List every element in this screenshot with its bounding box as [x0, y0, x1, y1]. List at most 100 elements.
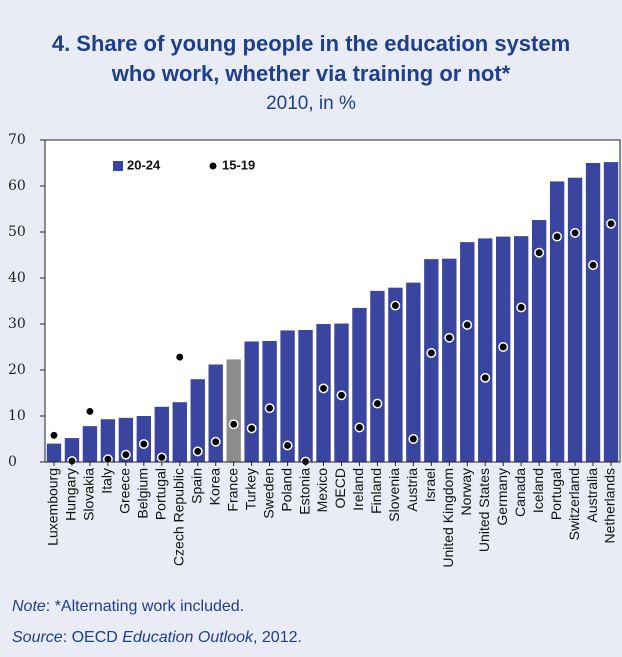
x-tick-label: Austria [404, 468, 420, 512]
legend-label: 20-24 [127, 157, 161, 172]
y-tick-label: 60 [8, 178, 26, 194]
bar [46, 443, 62, 462]
source-text: : OECD [62, 629, 123, 646]
bar [603, 162, 619, 462]
bar [460, 242, 475, 462]
y-tick-label: 70 [8, 132, 26, 148]
bar [531, 220, 547, 462]
bar [190, 379, 205, 462]
x-tick-label: Switzerland [566, 468, 582, 540]
y-tick-label: 0 [8, 454, 17, 470]
x-tick-label: Italy [99, 468, 115, 494]
dot [156, 452, 167, 463]
dot [192, 446, 203, 457]
source-title: Education Outlook [122, 629, 254, 646]
dot [138, 439, 149, 450]
dot [246, 423, 257, 434]
x-tick-label: Ireland [350, 468, 366, 511]
note: Note: *Alternating work included. [12, 598, 244, 616]
bar [370, 290, 385, 462]
legend-swatch [113, 161, 123, 171]
x-tick-label: Hungary [63, 468, 79, 521]
dot [534, 247, 545, 258]
dot [498, 342, 509, 352]
dot [210, 436, 221, 447]
bar [154, 406, 169, 462]
x-tick-label: Iceland [530, 468, 546, 513]
dot [49, 430, 59, 441]
dot [354, 422, 365, 433]
x-tick-label: France [224, 468, 240, 512]
x-tick-label: Poland [278, 468, 294, 512]
bar [513, 236, 529, 462]
chart: 4. Share of young people in the educatio… [8, 31, 621, 568]
dot [264, 403, 275, 414]
x-tick-label: Czech Republic [170, 468, 186, 566]
x-tick-label: Finland [368, 468, 384, 514]
note-text: : *Alternating work included. [45, 598, 245, 615]
x-tick-label: Korea [206, 468, 222, 506]
dot [84, 406, 95, 417]
x-tick-label: OECD [332, 468, 348, 508]
bar [478, 238, 493, 462]
bar [226, 359, 241, 462]
chart-subtitle: 2010, in % [266, 93, 356, 114]
dot [390, 300, 401, 311]
x-tick-label: Sweden [260, 468, 276, 519]
dot [462, 319, 473, 330]
bar [82, 426, 98, 462]
x-tick-label: Australia [584, 468, 600, 523]
x-tick-label: Greece [117, 468, 133, 514]
dot [174, 352, 185, 363]
note-label: Note [12, 598, 46, 615]
x-tick-label: Norway [458, 468, 474, 515]
legend-label: 15-19 [222, 157, 255, 172]
x-tick-label: Netherlands [602, 468, 618, 544]
legend-swatch [209, 162, 217, 170]
bar [352, 307, 367, 462]
dot [426, 348, 437, 358]
bar [100, 419, 116, 462]
bar [172, 402, 187, 462]
x-tick-label: Estonia [296, 468, 312, 515]
bar [208, 364, 223, 462]
dot [408, 434, 419, 444]
dot [120, 449, 131, 460]
x-tick-label: United States [476, 468, 492, 552]
x-tick-label: Portugal [548, 468, 564, 520]
dot [282, 440, 293, 451]
source-label: Source [12, 629, 63, 646]
x-tick-label: Portugal [153, 468, 169, 520]
bar [136, 416, 152, 462]
plot-frame [44, 139, 621, 463]
bar [442, 258, 457, 462]
bar [244, 341, 259, 462]
bar [585, 163, 601, 462]
chart-title: who work, whether via training or not* [111, 61, 511, 86]
y-tick-label: 20 [8, 362, 26, 378]
dot [516, 302, 527, 313]
bar [388, 287, 403, 462]
y-tick-label: 50 [8, 224, 26, 240]
bar [298, 329, 313, 462]
dot [228, 419, 239, 430]
x-tick-label: Luxembourg [45, 468, 61, 546]
bar [118, 417, 134, 462]
x-tick-label: Slovakia [81, 468, 97, 521]
bar [424, 259, 439, 462]
dot [588, 260, 598, 271]
dot [606, 218, 616, 229]
source: Source: OECD Education Outlook, 2012. [12, 629, 302, 647]
x-tick-label: Turkey [242, 468, 258, 510]
y-tick-label: 10 [8, 408, 26, 424]
x-tick-label: Belgium [135, 468, 151, 519]
x-tick-label: United Kingdom [440, 468, 456, 568]
bar [406, 282, 421, 462]
dot [444, 332, 455, 343]
x-tick-label: Germany [494, 468, 510, 526]
bar [280, 330, 295, 462]
bar [262, 341, 277, 462]
x-tick-label: Mexico [314, 468, 330, 513]
x-tick-label: Spain [188, 468, 204, 504]
dot [480, 372, 491, 383]
